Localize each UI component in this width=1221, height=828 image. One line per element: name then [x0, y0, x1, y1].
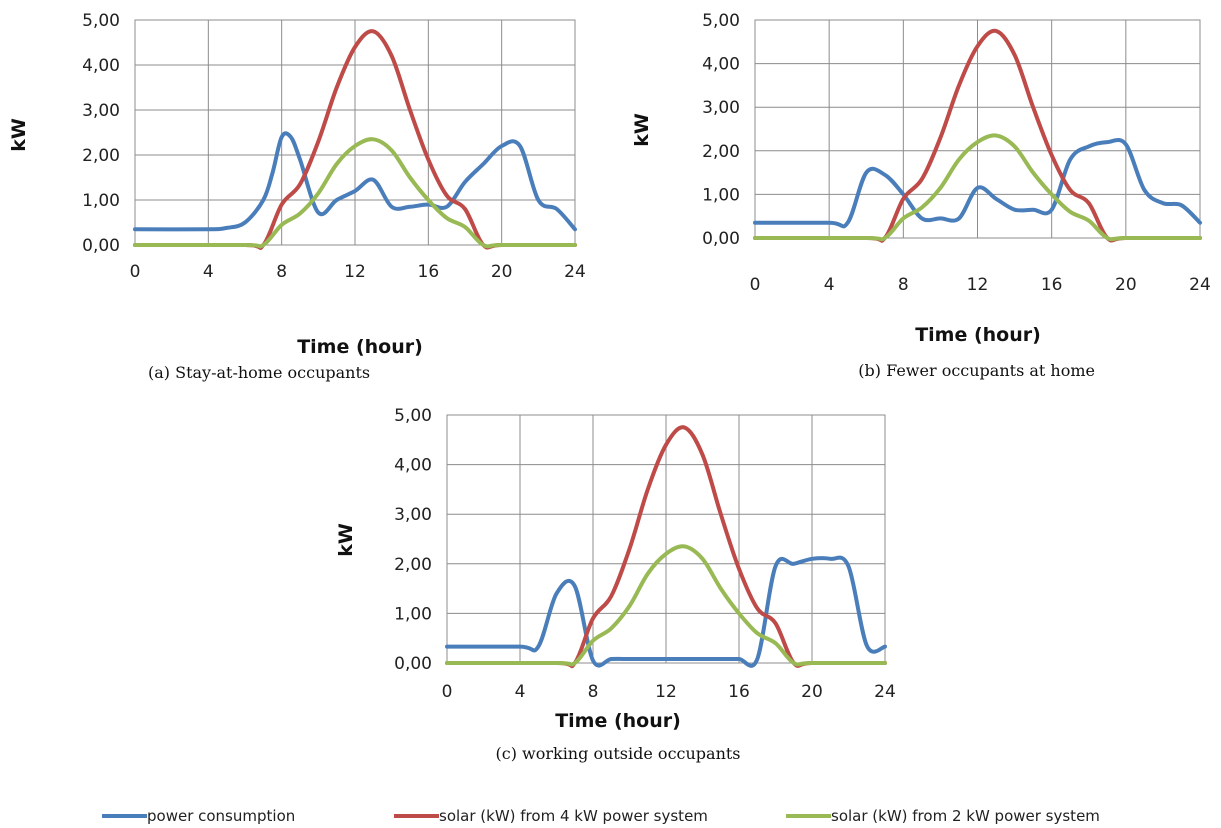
- x-tick-label: 20: [1115, 275, 1137, 295]
- x-tick-label: 20: [801, 682, 823, 702]
- x-axis-title: Time (hour): [555, 710, 681, 732]
- legend-item-solar-4kw: solar (kW) from 4 kW power system: [394, 807, 708, 825]
- solar-2kw-line: [445, 544, 887, 667]
- legend-item-power-consumption: power consumption: [102, 807, 295, 825]
- x-tick-label: 12: [967, 275, 989, 295]
- x-tick-label: 12: [655, 682, 677, 702]
- y-tick-label: 0,00: [394, 654, 432, 674]
- legend-item-solar-2kw: solar (kW) from 2 kW power system: [786, 807, 1100, 825]
- x-axis-title: Time (hour): [915, 324, 1041, 346]
- legend: power consumption solar (kW) from 4 kW po…: [102, 807, 1100, 825]
- x-tick-label: 20: [491, 262, 513, 282]
- x-tick-label: 4: [515, 682, 526, 702]
- power-consumption-line: [753, 137, 1202, 229]
- legend-label: power consumption: [147, 807, 295, 825]
- y-tick-label: 4,00: [82, 56, 120, 76]
- x-tick-label: 8: [276, 262, 287, 282]
- y-tick-label: 3,00: [394, 505, 432, 525]
- legend-label: solar (kW) from 4 kW power system: [439, 807, 708, 825]
- y-axis-title: kW: [335, 523, 357, 557]
- solar-2kw-line: [133, 137, 577, 249]
- panel-caption: (b) Fewer occupants at home: [858, 361, 1095, 380]
- x-axis-title: Time (hour): [297, 336, 423, 358]
- y-tick-label: 2,00: [82, 146, 120, 166]
- y-tick-label: 2,00: [702, 142, 740, 162]
- x-tick-label: 16: [728, 682, 750, 702]
- plot-frame: [754, 19, 1201, 239]
- y-tick-label: 2,00: [394, 555, 432, 575]
- x-tick-label: 24: [874, 682, 896, 702]
- x-tick-label: 8: [588, 682, 599, 702]
- x-tick-label: 24: [564, 262, 586, 282]
- legend-label: solar (kW) from 2 kW power system: [831, 807, 1100, 825]
- y-tick-label: 5,00: [394, 406, 432, 426]
- x-tick-label: 0: [442, 682, 453, 702]
- y-tick-label: 4,00: [394, 456, 432, 476]
- x-tick-label: 8: [898, 275, 909, 295]
- solar-4kw-line: [133, 29, 577, 250]
- y-tick-label: 0,00: [702, 229, 740, 249]
- y-tick-label: 1,00: [702, 185, 740, 205]
- y-tick-label: 3,00: [702, 98, 740, 118]
- solar-4kw-line: [753, 28, 1202, 243]
- solar-2kw-line: [753, 133, 1202, 242]
- x-tick-label: 24: [1189, 275, 1211, 295]
- panel-a-chart: 0,00 1,00 2,00 3,00 4,00 5,00 0 4 8 12 16 20 24 kW Tim…: [8, 11, 586, 382]
- plot-frame: [446, 414, 886, 664]
- x-tick-label: 16: [418, 262, 440, 282]
- x-tick-label: 16: [1041, 275, 1063, 295]
- y-tick-label: 5,00: [702, 11, 740, 31]
- y-axis-title: kW: [631, 113, 653, 147]
- x-tick-label: 4: [203, 262, 214, 282]
- panel-caption: (c) working outside occupants: [495, 744, 740, 763]
- x-tick-label: 0: [130, 262, 141, 282]
- x-tick-label: 0: [750, 275, 761, 295]
- plot-frame: [134, 19, 576, 246]
- y-tick-label: 3,00: [82, 101, 120, 121]
- y-tick-label: 5,00: [82, 11, 120, 31]
- y-tick-label: 1,00: [394, 604, 432, 624]
- y-tick-label: 0,00: [82, 236, 120, 256]
- panel-b-chart: 0,00 1,00 2,00 3,00 4,00 5,00 0 4 8 12 16 20 24 kW Tim…: [631, 11, 1211, 380]
- power-consumption-line: [133, 131, 577, 232]
- panel-caption: (a) Stay-at-home occupants: [148, 363, 370, 382]
- x-tick-label: 12: [344, 262, 366, 282]
- y-tick-label: 1,00: [82, 191, 120, 211]
- solar-4kw-line: [445, 425, 887, 669]
- y-axis-title: kW: [8, 118, 30, 152]
- power-consumption-line: [445, 555, 887, 668]
- x-tick-label: 4: [824, 275, 835, 295]
- panel-c-chart: 0,00 1,00 2,00 3,00 4,00 5,00 0 4 8 12 16 20 24 kW Tim…: [335, 406, 896, 763]
- y-tick-label: 4,00: [702, 55, 740, 75]
